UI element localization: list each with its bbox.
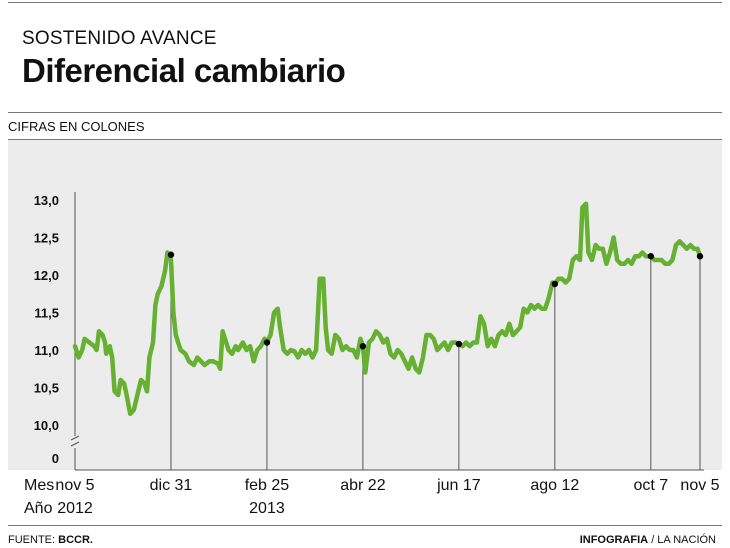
y-tick-label: 12,5 [34,231,59,246]
chart-title: Diferencial cambiario [22,52,346,89]
y-tick-label: 13,0 [34,193,59,208]
x-tick-month: abr 22 [340,477,386,494]
credit: INFOGRAFIA / LA NACIÓN [580,534,716,546]
x-tick-month: feb 25 [244,477,290,494]
axis-break-mark [70,435,80,441]
credit-bold: INFOGRAFIA [579,534,649,546]
x-axis-years: Año 2012 2013 [0,500,730,520]
x-tick-month: nov 5 [680,477,720,494]
x-tick-month: ago 12 [530,477,580,494]
marker-point [359,343,367,350]
marker-point [551,280,559,288]
y-tick-label: 10,0 [34,418,59,433]
top-rule [8,2,722,3]
marker-point [263,339,271,346]
x-tick-month: dic 31 [149,477,193,494]
y-tick-label: 11,5 [34,306,59,321]
y-tick-label: 0 [52,451,59,466]
series-line [72,201,703,417]
month-row-label: Mes [24,477,55,494]
y-tick-label: 11,0 [34,343,59,358]
source-note: FUENTE: BCCR. [8,534,93,546]
marker-point [647,253,655,260]
x-axis-months: Mes nov 5 dic 31 feb 25 abr 22 jun 17 ago 12 o… [0,477,730,497]
units-label: CIFRAS EN COLONES [8,119,145,134]
marker-point [167,251,175,258]
title-rule [8,112,722,113]
axis-break-mark [70,441,80,447]
x-tick-year: 2012 [57,500,93,517]
chart-panel [8,140,722,470]
x-tick-year: 2013 [249,500,285,517]
y-tick-label: 10,5 [34,381,59,396]
source-value: BCCR. [58,534,93,546]
x-tick-month: jun 17 [437,477,481,494]
marker-point [455,340,463,348]
x-tick-month: nov 5 [55,477,95,494]
x-tick-month: oct 7 [633,477,669,494]
footer-rule [8,525,722,526]
chart-kicker: SOSTENIDO AVANCE [22,28,217,49]
y-tick-label: 12,0 [34,268,59,283]
units-rule [8,139,722,140]
marker-point [696,253,704,260]
credit-rest: / LA NACIÓN [648,534,716,546]
source-prefix: FUENTE: [8,534,59,546]
year-row-label: Año [24,500,53,517]
